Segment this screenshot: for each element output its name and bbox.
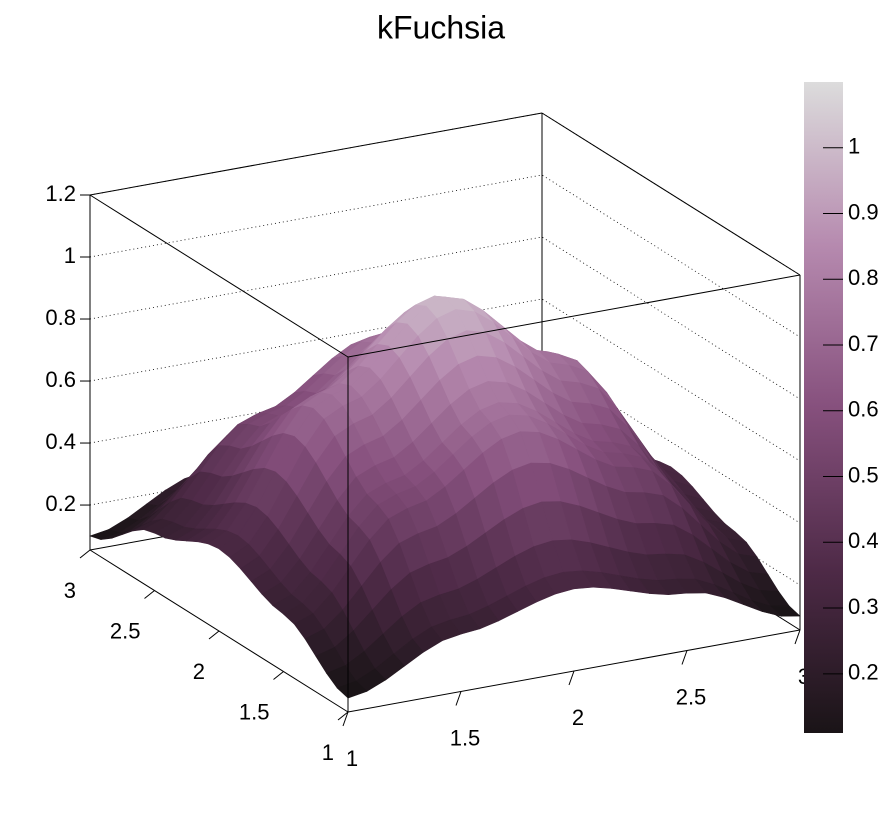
x-tick-label: 2 <box>572 705 584 730</box>
y-tick-label: 1 <box>322 740 334 765</box>
colorbar-tick-label: 0.9 <box>848 199 879 224</box>
colorbar-tick-label: 1 <box>848 134 860 159</box>
x-tick-label: 2.5 <box>676 684 707 709</box>
colorbar-tick-label: 0.8 <box>848 265 879 290</box>
colorbar-tick-label: 0.5 <box>848 462 879 487</box>
x-tick-label: 1.5 <box>450 725 481 750</box>
chart-title: kFuchsia <box>377 9 505 45</box>
z-tick-label: 0.2 <box>45 491 76 516</box>
z-tick-label: 0.4 <box>45 429 76 454</box>
y-tick-label: 2 <box>193 659 205 684</box>
colorbar-tick-label: 0.4 <box>848 528 879 553</box>
x-tick <box>342 711 349 727</box>
colorbar-tick-label: 0.7 <box>848 331 879 356</box>
colorbar <box>804 82 843 733</box>
colorbar-tick-label: 0.6 <box>848 397 879 422</box>
x-tick <box>568 670 575 686</box>
y-tick <box>79 549 91 559</box>
colorbar-tick-label: 0.3 <box>848 594 879 619</box>
z-tick-label: 0.8 <box>45 305 76 330</box>
y-tick-label: 1.5 <box>239 699 270 724</box>
surface <box>89 295 801 699</box>
x-tick <box>794 629 801 645</box>
y-tick <box>208 630 220 640</box>
z-tick-label: 1.2 <box>45 181 76 206</box>
colorbar-tick-label: 0.2 <box>848 660 879 685</box>
box-edge <box>541 112 801 276</box>
x-tick <box>681 650 688 665</box>
surface-patch <box>336 680 368 699</box>
box-edge <box>89 194 349 358</box>
x-tick <box>455 691 462 706</box>
x-tick-label: 1 <box>346 746 358 771</box>
y-tick <box>273 671 284 680</box>
grid-line <box>89 112 801 276</box>
y-tick-label: 2.5 <box>110 618 141 643</box>
box-edge <box>347 274 801 358</box>
z-tick-label: 1 <box>64 243 76 268</box>
y-tick-label: 3 <box>64 578 76 603</box>
y-tick <box>337 711 349 721</box>
y-tick <box>144 590 155 599</box>
z-tick-label: 0.6 <box>45 367 76 392</box>
